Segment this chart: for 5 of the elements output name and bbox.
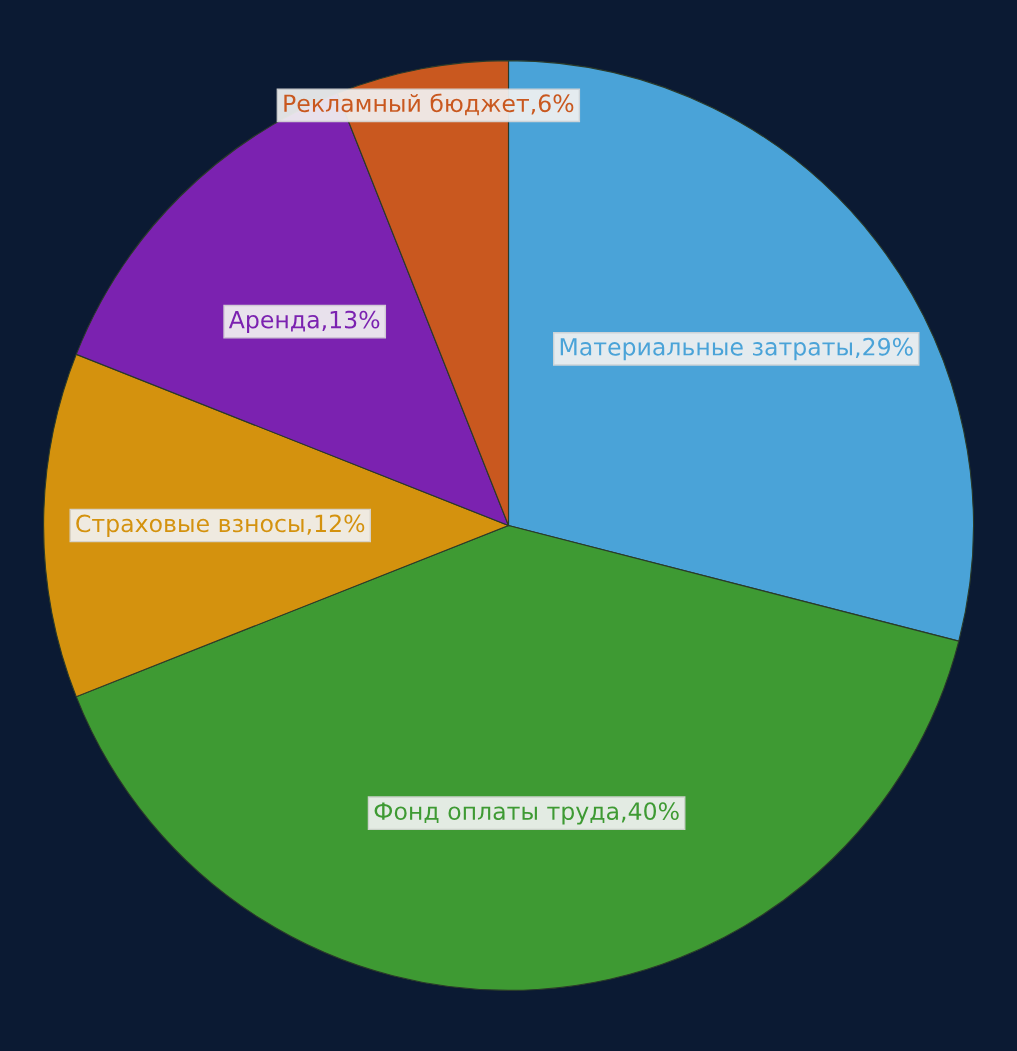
slice-label: Фонд оплаты труда,40%: [374, 802, 679, 825]
slice-label: Страховые взносы,12%: [76, 514, 365, 537]
slice-label: Рекламный бюджет,6%: [284, 93, 574, 116]
slice-label: Материальные затраты,29%: [560, 337, 913, 361]
slice-label: Аренда,13%: [228, 310, 380, 334]
